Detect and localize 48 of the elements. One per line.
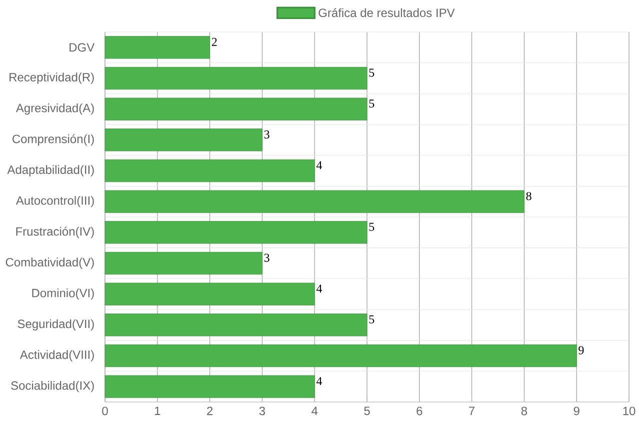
y-tick-label: Seguridad(VII) [18, 319, 94, 330]
x-tick-label: 6 [416, 406, 422, 416]
data-label: 4 [316, 284, 322, 292]
x-tick-label: 4 [312, 406, 318, 415]
x-tick-label: 8 [521, 406, 528, 416]
y-tick-label: Comprensión(I) [12, 134, 94, 146]
x-tick-label: 5 [364, 406, 370, 416]
data-label: 5 [369, 222, 374, 231]
y-tick-label: Frustración(IV) [16, 226, 94, 238]
data-label: 9 [578, 346, 584, 354]
bar [104, 375, 315, 398]
bar [104, 314, 368, 336]
data-label: 5 [369, 315, 374, 324]
bar [104, 282, 315, 306]
x-tick-label: 9 [574, 406, 580, 416]
bar [104, 190, 524, 213]
legend-label: Gráfica de resultados IPV [318, 8, 455, 18]
x-tick-label: 0 [102, 406, 108, 416]
y-tick-label: Dominio(VI) [32, 288, 94, 300]
bar [104, 98, 368, 120]
bar [104, 128, 262, 152]
bar [104, 159, 315, 182]
x-tick-label: 7 [469, 406, 475, 415]
y-tick-label: Receptividad(R) [10, 72, 94, 84]
y-tick-label: DGV [70, 43, 95, 52]
x-tick-label: 1 [154, 406, 160, 415]
data-label: 5 [369, 68, 374, 77]
y-tick-label: Adaptabilidad(II) [7, 165, 94, 176]
data-label: 2 [212, 38, 217, 46]
bar [104, 344, 577, 368]
y-tick-label: Sociabilidad(IX) [11, 380, 94, 392]
data-label: 4 [316, 377, 322, 385]
x-tick-label: 10 [623, 406, 636, 416]
data-label: 3 [264, 254, 270, 262]
y-tick-label: Agresividad(A) [16, 103, 94, 115]
data-label: 4 [316, 161, 322, 170]
y-tick-label: Actividad(VIII) [20, 350, 94, 362]
data-label: 3 [264, 130, 270, 138]
x-tick-label: 3 [259, 406, 266, 416]
data-label: 8 [526, 192, 532, 200]
y-tick-label: Autocontrol(III) [16, 196, 94, 208]
x-tick-label: 2 [207, 406, 213, 416]
data-label: 5 [369, 100, 374, 108]
bar [104, 36, 210, 59]
bar [104, 252, 262, 275]
y-tick-label: Combatividad(V) [6, 258, 94, 269]
bar [104, 66, 368, 90]
bar [104, 221, 368, 244]
